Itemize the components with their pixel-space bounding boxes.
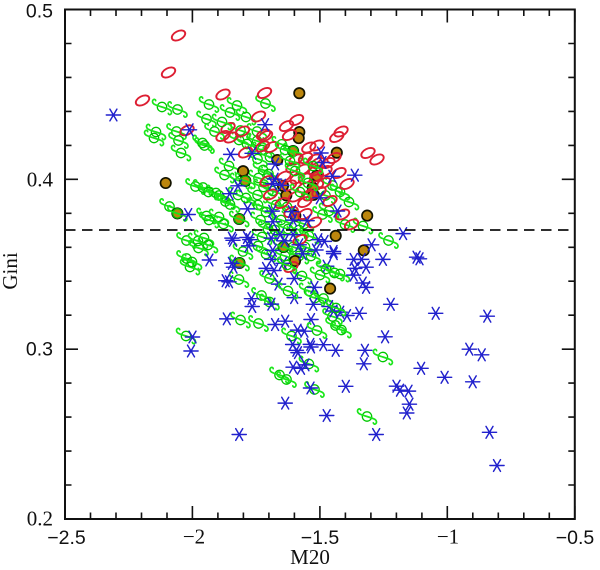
svg-text:−1.5: −1.5 — [301, 527, 340, 549]
svg-text:Gini: Gini — [0, 252, 22, 290]
svg-text:0.3: 0.3 — [26, 339, 53, 361]
svg-text:M20: M20 — [290, 545, 330, 569]
svg-text:−2.5: −2.5 — [47, 527, 86, 549]
svg-text:−2: −2 — [183, 525, 205, 549]
svg-text:0.4: 0.4 — [27, 168, 54, 192]
svg-text:0.2: 0.2 — [27, 507, 53, 531]
svg-text:0.5: 0.5 — [26, 1, 53, 23]
svg-text:−1: −1 — [437, 525, 459, 549]
svg-text:−0.5: −0.5 — [556, 527, 595, 549]
